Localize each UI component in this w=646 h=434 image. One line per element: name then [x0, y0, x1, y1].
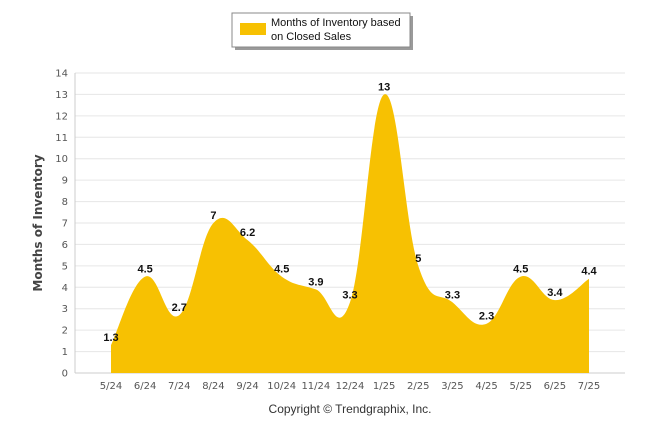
x-tick-label: 7/24	[168, 381, 190, 392]
y-tick-label: 12	[55, 111, 68, 122]
x-tick-label: 7/25	[578, 381, 600, 392]
legend-label-line2: on Closed Sales	[271, 31, 352, 43]
data-label: 3.4	[547, 287, 563, 299]
x-tick-label: 3/25	[441, 381, 463, 392]
y-tick-label: 13	[55, 90, 68, 101]
y-tick-label: 7	[62, 219, 68, 230]
copyright-footer: Copyright © Trendgraphix, Inc.	[269, 402, 432, 416]
y-tick-label: 14	[55, 69, 68, 80]
legend-swatch	[240, 23, 266, 35]
area-series	[111, 94, 589, 373]
y-axis-title: Months of Inventory	[31, 154, 45, 291]
data-label: 5	[415, 253, 421, 265]
x-tick-label: 6/24	[134, 381, 156, 392]
y-tick-label: 2	[62, 326, 68, 337]
data-label: 3.3	[445, 289, 460, 301]
y-tick-label: 6	[62, 240, 68, 251]
y-tick-label: 3	[62, 304, 68, 315]
data-label: 4.5	[513, 264, 528, 276]
data-label: 3.3	[342, 289, 357, 301]
x-tick-label: 2/25	[407, 381, 429, 392]
y-tick-label: 9	[62, 176, 68, 187]
y-tick-label: 5	[62, 261, 68, 272]
x-tick-label: 5/25	[509, 381, 531, 392]
y-tick-label: 11	[55, 133, 68, 144]
data-label: 13	[378, 81, 390, 93]
data-label: 7	[210, 210, 216, 222]
x-tick-label: 5/24	[100, 381, 122, 392]
y-tick-label: 0	[62, 369, 68, 380]
legend: Months of Inventory based on Closed Sale…	[231, 12, 413, 50]
x-axis-ticks: 5/24 6/24 7/24 8/24 9/24 10/24 11/24 12/24 1/25 2…	[100, 381, 600, 392]
x-tick-label: 10/24	[267, 381, 296, 392]
x-tick-label: 8/24	[202, 381, 224, 392]
data-label: 3.9	[308, 276, 323, 288]
area-fill	[111, 94, 589, 373]
x-tick-label: 4/25	[475, 381, 497, 392]
x-tick-label: 1/25	[373, 381, 395, 392]
y-tick-label: 8	[62, 197, 68, 208]
data-label: 2.3	[479, 311, 494, 323]
data-label: 1.3	[103, 332, 118, 344]
legend-label-line1: Months of Inventory based	[271, 17, 401, 29]
data-labels: 1.3 4.5 2.7 7 6.2 4.5 3.9 3.3 13 5 3.3 2.3 4.5 3.4 4.4	[103, 81, 597, 344]
data-label: 2.7	[172, 302, 187, 314]
x-tick-label: 11/24	[301, 381, 330, 392]
x-tick-label: 6/25	[544, 381, 566, 392]
x-tick-label: 9/24	[236, 381, 258, 392]
data-label: 4.5	[274, 264, 289, 276]
y-tick-label: 4	[62, 283, 68, 294]
data-label: 6.2	[240, 227, 255, 239]
x-tick-label: 12/24	[336, 381, 365, 392]
data-label: 4.5	[137, 264, 152, 276]
y-tick-label: 1	[62, 347, 68, 358]
y-tick-label: 10	[55, 154, 68, 165]
data-label: 4.4	[581, 266, 597, 278]
